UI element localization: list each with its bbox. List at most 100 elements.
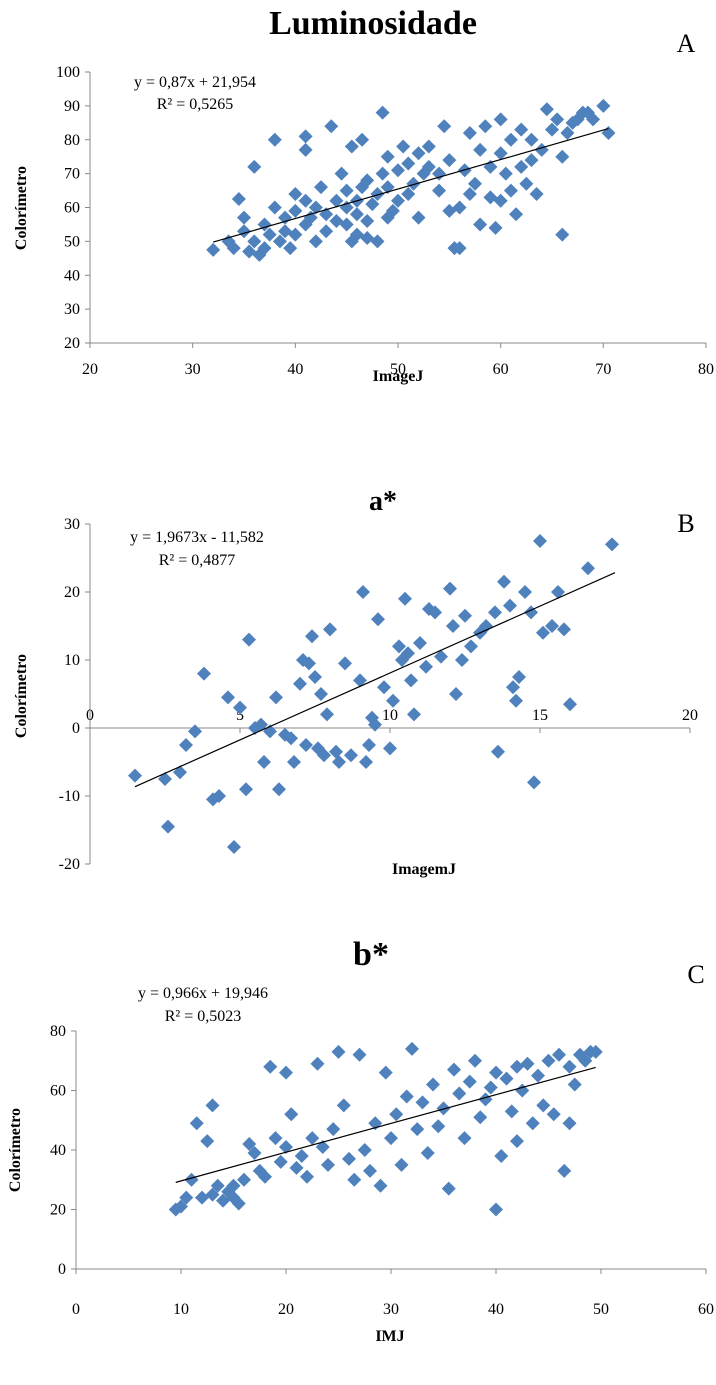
- data-point: [300, 1169, 314, 1184]
- y-tick-label: 70: [64, 166, 80, 183]
- data-point: [310, 1056, 325, 1071]
- trendline-equation: y = 1,9673x - 11,582: [130, 529, 264, 546]
- x-tick-label: 30: [383, 1301, 399, 1318]
- data-point: [499, 1071, 514, 1086]
- data-point: [352, 1047, 367, 1062]
- scatter-chart-b: a* B -20 -10 0 10 20 30 0 5 10 15 20 ImagemJ Colorímet…: [13, 486, 698, 878]
- x-tick-label: 50: [593, 1301, 609, 1318]
- data-point: [539, 102, 554, 117]
- data-point: [413, 636, 427, 650]
- data-point: [443, 581, 457, 596]
- data-point: [299, 738, 313, 752]
- data-point: [373, 1178, 388, 1193]
- data-point: [531, 1068, 545, 1083]
- y-tick-label: 60: [50, 1083, 66, 1100]
- y-tick-label: 20: [64, 335, 80, 352]
- data-point: [411, 146, 426, 161]
- data-point: [462, 186, 477, 201]
- data-point: [302, 656, 316, 671]
- y-tick-label: 20: [50, 1202, 66, 1219]
- data-point: [406, 176, 421, 191]
- data-point: [514, 159, 529, 174]
- data-point: [557, 622, 571, 637]
- x-tick-label: 40: [287, 361, 303, 378]
- data-point: [588, 1044, 603, 1059]
- data-point: [462, 1074, 477, 1089]
- y-tick-label: 40: [50, 1142, 66, 1159]
- data-point: [339, 183, 354, 198]
- data-point: [533, 534, 547, 548]
- x-tick-label: 70: [595, 361, 611, 378]
- data-point: [216, 1193, 230, 1208]
- data-point: [161, 819, 175, 834]
- data-point: [442, 153, 457, 168]
- y-tick-label: 50: [64, 233, 80, 250]
- trendline-equation: y = 0,87x + 21,954: [134, 74, 256, 91]
- y-tick-label: 90: [64, 98, 80, 115]
- data-point: [518, 585, 532, 599]
- chart-title: a*: [369, 486, 397, 517]
- y-tick-label: 30: [64, 301, 80, 318]
- data-point: [205, 1187, 220, 1202]
- data-point: [567, 1077, 582, 1092]
- data-point: [563, 697, 577, 712]
- data-point: [344, 139, 359, 154]
- data-point: [401, 646, 415, 661]
- chart-panel-c: b* C 0 20 40 60 80 0 10 20 30 40 50 60 IMJ Colorímetro y…: [0, 930, 716, 1385]
- data-point: [360, 173, 375, 188]
- data-point: [441, 1181, 456, 1196]
- data-point: [221, 690, 235, 705]
- data-point: [362, 738, 376, 752]
- data-point: [287, 755, 301, 769]
- data-point: [308, 670, 322, 684]
- data-point: [179, 1190, 194, 1205]
- data-point: [392, 639, 406, 654]
- data-point: [323, 622, 337, 637]
- data-point: [524, 132, 539, 147]
- data-point: [578, 1053, 593, 1068]
- data-point: [197, 666, 211, 681]
- data-point: [489, 1065, 503, 1080]
- y-tick-label: 80: [64, 132, 80, 149]
- data-point: [478, 1092, 493, 1107]
- data-point: [289, 1160, 304, 1175]
- data-point: [239, 782, 253, 797]
- data-point: [284, 731, 298, 746]
- chart-panel-b: a* B -20 -10 0 10 20 30 0 5 10 15 20 ImagemJ Colorímet…: [0, 480, 716, 900]
- y-tick-label: 80: [50, 1023, 66, 1040]
- panel-letter: B: [677, 509, 694, 538]
- data-point: [503, 183, 518, 198]
- r-squared-label: R² = 0,4877: [159, 552, 236, 569]
- data-point: [357, 1143, 372, 1157]
- data-point: [473, 217, 488, 232]
- data-point: [452, 200, 467, 215]
- data-point: [385, 203, 400, 218]
- data-point: [529, 186, 544, 201]
- data-point: [283, 241, 298, 256]
- data-point: [503, 132, 518, 147]
- data-point: [344, 748, 358, 763]
- panel-letter: C: [687, 960, 704, 989]
- data-point: [394, 1157, 409, 1172]
- data-point: [546, 1107, 561, 1122]
- data-point: [370, 234, 385, 249]
- data-point: [503, 598, 517, 613]
- data-point: [434, 649, 448, 664]
- data-point: [510, 1059, 524, 1074]
- data-point: [405, 1041, 419, 1056]
- data-point: [353, 673, 367, 688]
- chart-title: b*: [353, 936, 389, 973]
- data-point: [272, 234, 287, 249]
- data-point: [174, 1199, 188, 1214]
- data-point: [536, 1098, 551, 1113]
- data-point: [384, 1131, 398, 1146]
- data-point: [237, 210, 251, 225]
- data-point: [368, 717, 382, 732]
- data-point: [298, 193, 313, 208]
- data-point: [605, 537, 619, 552]
- data-point: [457, 1131, 472, 1146]
- data-point: [401, 156, 416, 171]
- data-point: [464, 639, 478, 654]
- data-point: [308, 234, 323, 249]
- x-tick-label: 20: [278, 1301, 294, 1318]
